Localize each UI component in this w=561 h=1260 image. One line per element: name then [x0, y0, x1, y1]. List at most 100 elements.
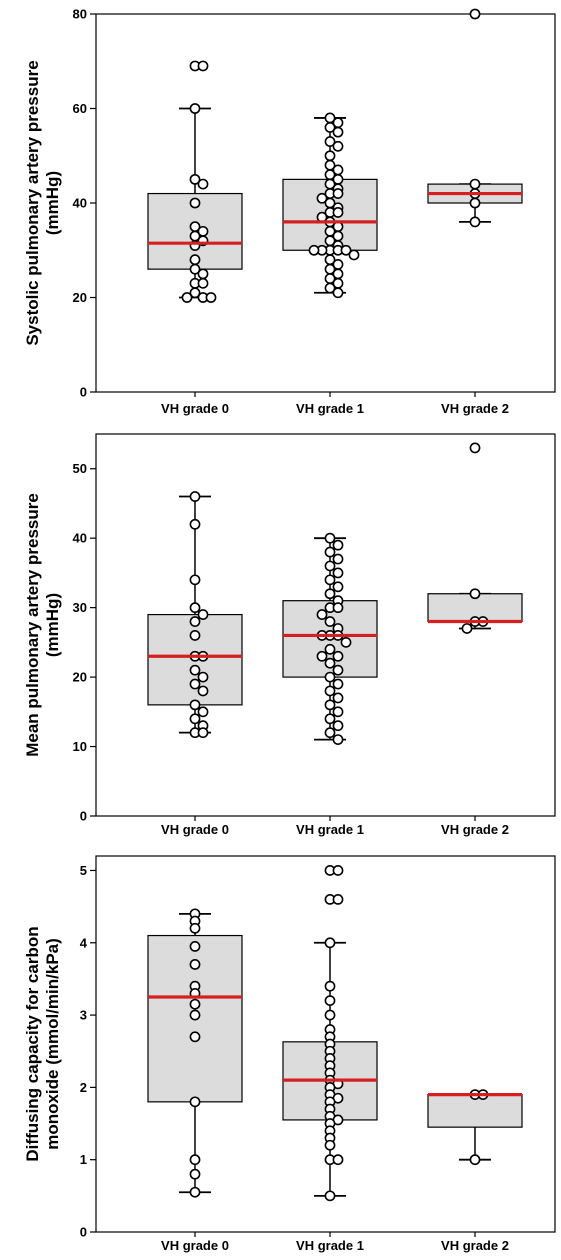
data-point [189, 664, 201, 676]
y-tick-label: 1 [80, 1152, 87, 1167]
data-point [332, 706, 344, 718]
y-tick-label: 0 [80, 1225, 87, 1240]
data-point [332, 734, 344, 745]
data-point [189, 940, 201, 952]
data-point [181, 292, 193, 303]
data-point [340, 636, 352, 648]
data-point [332, 207, 344, 218]
data-point [324, 671, 336, 683]
data-point [461, 623, 473, 634]
y-tick-label: 40 [73, 196, 87, 211]
y-axis-label-line: monoxide (mmol/min/kPa) [43, 938, 62, 1150]
y-axis-label-line: Diffusing capacity for carbon [23, 926, 42, 1161]
y-tick-label: 4 [80, 935, 88, 950]
data-point [324, 1009, 336, 1021]
diffusing-capacity-boxplot: 0 1 2 3 4 5 Diffusing capacity for carbonmonox… [23, 855, 556, 1253]
y-tick-label: 20 [73, 670, 87, 685]
data-point [332, 539, 344, 551]
x-category-label: VH grade 0 [161, 1238, 229, 1253]
data-point [324, 1139, 336, 1151]
data-point [332, 188, 344, 199]
data-point [189, 173, 201, 185]
y-tick-label: 30 [73, 600, 87, 615]
data-point [189, 1096, 201, 1108]
data-point [324, 532, 336, 544]
y-tick-label: 60 [73, 101, 87, 116]
y-tick-label: 50 [73, 461, 87, 476]
data-point [197, 178, 209, 190]
data-point [332, 650, 344, 662]
systolic-pressure-boxplot: 0 20 40 60 80 Systolic pulmonary artery press… [23, 7, 556, 416]
y-tick-label: 2 [80, 1080, 87, 1095]
data-point [332, 126, 344, 138]
y-tick-label: 40 [73, 531, 87, 546]
data-point [324, 727, 336, 739]
data-point [189, 616, 201, 627]
x-category-label: VH grade 1 [296, 1238, 364, 1253]
data-point [332, 865, 344, 876]
x-category-label: VH grade 0 [161, 822, 229, 837]
data-point [189, 197, 201, 209]
data-point [189, 1009, 201, 1021]
data-point [324, 713, 336, 725]
data-point [324, 150, 336, 162]
x-category-label: VH grade 0 [161, 401, 229, 416]
data-point [197, 671, 209, 683]
x-category-label: VH grade 2 [441, 1238, 509, 1253]
data-point [340, 244, 352, 256]
data-point [308, 244, 320, 256]
data-point [324, 560, 336, 572]
data-point [189, 103, 201, 114]
data-point [189, 1168, 201, 1180]
data-point [324, 1190, 336, 1202]
data-point [324, 546, 336, 558]
data-point [197, 685, 209, 697]
data-point [324, 122, 336, 133]
data-point [324, 616, 336, 627]
data-point [324, 937, 336, 949]
data-point [324, 574, 336, 586]
x-category-label: VH grade 2 [441, 822, 509, 837]
data-point [332, 602, 344, 614]
data-point [324, 685, 336, 697]
y-axis-label-line: Mean pulmonary artery pressure [23, 493, 42, 757]
data-point [332, 720, 344, 732]
y-tick-label: 0 [80, 385, 87, 400]
data-point [332, 1154, 344, 1166]
data-point [197, 609, 209, 620]
data-point [189, 922, 201, 934]
data-point [189, 699, 201, 711]
data-point [469, 442, 481, 454]
data-point [324, 643, 336, 655]
y-tick-label: 10 [73, 739, 87, 754]
data-point [324, 980, 336, 992]
data-point [469, 1154, 481, 1166]
data-point [197, 727, 209, 739]
data-point [332, 287, 344, 299]
data-point [197, 268, 209, 280]
data-point [324, 282, 336, 294]
data-point [332, 567, 344, 579]
data-point [189, 1186, 201, 1198]
data-point [189, 713, 201, 725]
data-point [189, 998, 201, 1010]
data-point [189, 1154, 201, 1166]
data-point [189, 491, 201, 502]
data-point [197, 277, 209, 289]
data-point [316, 192, 328, 204]
x-category-label: VH grade 1 [296, 822, 364, 837]
data-point [197, 60, 209, 72]
data-point [469, 197, 481, 209]
data-point [324, 136, 336, 147]
data-point [332, 664, 344, 676]
data-point [469, 588, 481, 600]
y-axis-label: Diffusing capacity for carbonmonoxide (m… [23, 926, 62, 1161]
data-point [324, 699, 336, 711]
data-point [189, 1031, 201, 1043]
data-point [189, 602, 201, 614]
data-point [332, 893, 344, 905]
data-point [324, 995, 336, 1007]
y-axis-label-line: (mmHg) [43, 593, 62, 657]
data-point [197, 706, 209, 718]
data-point [189, 630, 201, 641]
